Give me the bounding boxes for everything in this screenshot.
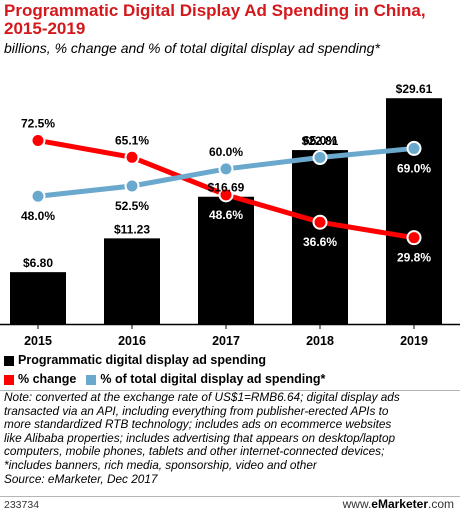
legend-label-change: % change bbox=[18, 372, 77, 386]
note-source: Source: eMarketer, Dec 2017 bbox=[4, 471, 158, 486]
divider-top bbox=[0, 390, 460, 391]
note-line: like Alibaba properties; includes advert… bbox=[4, 430, 396, 445]
share-value-label: 65.0% bbox=[303, 134, 337, 148]
note-line: more standardized RTB technology; includ… bbox=[4, 417, 392, 432]
change-value-label: 65.1% bbox=[115, 133, 149, 147]
change-point bbox=[312, 214, 328, 230]
share-point bbox=[406, 140, 422, 156]
divider-bottom bbox=[0, 496, 460, 497]
share-value-label: 69.0% bbox=[397, 161, 431, 175]
change-value-label: 48.6% bbox=[209, 208, 243, 222]
bar bbox=[198, 196, 254, 324]
chart-title-line-2: 2015-2019 bbox=[4, 19, 86, 38]
brand-prefix: www. bbox=[342, 497, 372, 511]
legend: Programmatic digital display ad spending… bbox=[4, 351, 456, 389]
bar bbox=[10, 272, 66, 324]
legend-item-change: % change bbox=[4, 371, 76, 388]
x-tick-label: 2019 bbox=[400, 334, 428, 348]
brand-suffix: .com bbox=[427, 497, 454, 511]
bar bbox=[104, 238, 160, 324]
chart-title-line-1: Programmatic Digital Display Ad Spending… bbox=[4, 1, 426, 20]
legend-label-share: % of total digital display ad spending* bbox=[100, 372, 326, 386]
share-point bbox=[312, 150, 328, 166]
legend-label-bars: Programmatic digital display ad spending bbox=[18, 353, 266, 367]
share-value-label: 60.0% bbox=[209, 145, 243, 159]
brand-main: eMarketer bbox=[371, 497, 428, 511]
change-line-series bbox=[30, 132, 422, 246]
note-line: Note: converted at the exchange rate of … bbox=[4, 390, 400, 404]
bar-series bbox=[10, 98, 442, 324]
bar-value-label: $22.81 bbox=[302, 134, 339, 148]
share-line-series bbox=[30, 140, 422, 204]
chart-note: Note: converted at the exchange rate of … bbox=[4, 390, 456, 486]
chart-plot: $6.80 $11.23 $16.69 $22.81 $29.61 72.5% 65.1% 4… bbox=[0, 82, 460, 348]
x-tick-label: 2018 bbox=[306, 334, 334, 348]
x-tick-label: 2017 bbox=[212, 334, 240, 348]
bar bbox=[386, 98, 442, 324]
share-value-label: 52.5% bbox=[115, 199, 149, 213]
legend-item-share: % of total digital display ad spending* bbox=[86, 371, 325, 388]
x-tick-label: 2016 bbox=[118, 334, 146, 348]
change-value-label: 29.8% bbox=[397, 251, 431, 265]
change-value-label: 72.5% bbox=[21, 116, 55, 130]
share-value-label: 48.0% bbox=[21, 209, 55, 223]
change-point bbox=[406, 230, 422, 246]
x-tick-label: 2015 bbox=[24, 334, 52, 348]
legend-item-bars: Programmatic digital display ad spending bbox=[4, 352, 266, 369]
data-labels: $6.80 $11.23 $16.69 $22.81 $29.61 72.5% 65.1% 4… bbox=[21, 82, 433, 270]
change-point bbox=[30, 132, 46, 148]
bar bbox=[292, 150, 348, 324]
bar-value-label: $29.61 bbox=[396, 82, 433, 96]
note-line: computers, mobile phones, tablets and ot… bbox=[4, 444, 385, 459]
legend-row-2: % change % of total digital display ad s… bbox=[4, 370, 456, 389]
change-value-label: 36.6% bbox=[303, 235, 337, 249]
change-point bbox=[218, 187, 234, 203]
chart-subtitle: billions, % change and % of total digita… bbox=[4, 40, 380, 56]
bar-value-label: $16.69 bbox=[208, 181, 245, 195]
bar-value-label: $11.23 bbox=[114, 222, 150, 236]
legend-swatch-share bbox=[86, 374, 97, 385]
legend-row-1: Programmatic digital display ad spending bbox=[4, 351, 456, 370]
bar-value-label: $6.80 bbox=[23, 256, 53, 270]
change-point bbox=[124, 149, 140, 165]
legend-swatch-change bbox=[4, 374, 14, 385]
note-line: transacted via an API, including everyth… bbox=[4, 403, 389, 418]
share-point bbox=[124, 178, 140, 194]
share-point bbox=[218, 161, 234, 177]
share-point bbox=[30, 188, 46, 204]
note-line: *includes banners, rich media, sponsorsh… bbox=[4, 457, 317, 472]
chart-title: Programmatic Digital Display Ad Spending… bbox=[4, 2, 456, 38]
legend-swatch-bars bbox=[4, 355, 14, 366]
x-axis: 2015 2016 2017 2018 2019 bbox=[0, 323, 460, 348]
chart-id: 233734 bbox=[4, 499, 40, 511]
brand-logo: www.eMarketer.com bbox=[343, 497, 454, 511]
